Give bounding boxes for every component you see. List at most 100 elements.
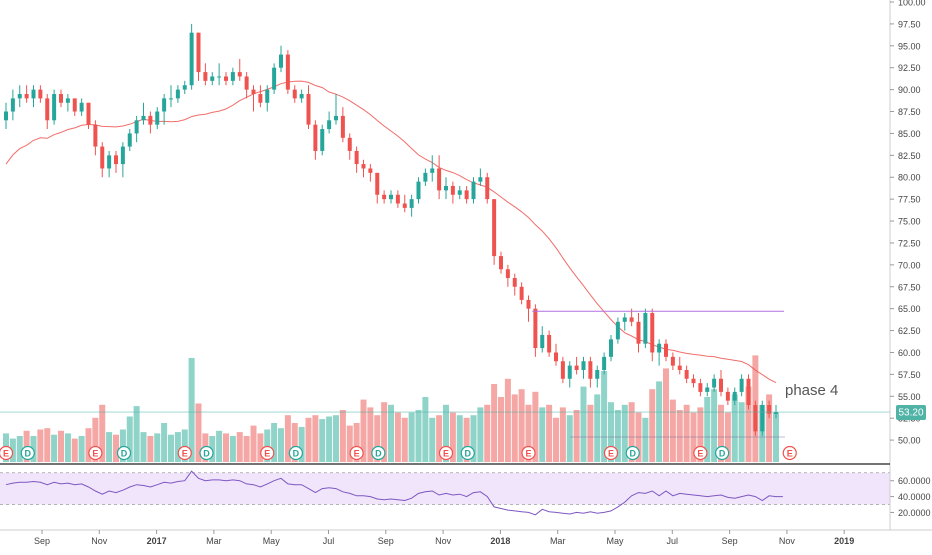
volume-bar bbox=[44, 428, 51, 462]
candle-body bbox=[732, 391, 737, 401]
price-tick-label: 75.00 bbox=[898, 217, 921, 227]
volume-bar bbox=[113, 434, 119, 462]
candle bbox=[471, 177, 476, 204]
earnings-marker[interactable]: E bbox=[349, 445, 364, 461]
earnings-marker-letter: E bbox=[525, 449, 531, 459]
candle-body bbox=[224, 76, 228, 81]
dividend-marker-letter: D bbox=[630, 449, 637, 459]
candle bbox=[279, 45, 283, 73]
earnings-marker-letter: E bbox=[182, 449, 188, 459]
candle-body bbox=[567, 365, 572, 379]
volume-bar bbox=[216, 430, 223, 462]
volume-bar bbox=[92, 417, 99, 462]
volume-bar bbox=[264, 429, 271, 462]
candle-body bbox=[560, 361, 565, 379]
candle-body bbox=[93, 124, 98, 147]
earnings-marker[interactable]: E bbox=[88, 445, 103, 461]
candle bbox=[299, 89, 304, 103]
candle-body bbox=[382, 194, 387, 200]
volume-bar bbox=[614, 410, 621, 462]
candle-body bbox=[189, 32, 194, 86]
dividend-marker-letter: D bbox=[121, 449, 128, 459]
candle-body bbox=[306, 94, 311, 125]
candle-body bbox=[100, 146, 105, 169]
candle-body bbox=[595, 370, 600, 379]
earnings-marker[interactable]: E bbox=[438, 445, 454, 461]
candle-body bbox=[698, 383, 703, 392]
volume-bar bbox=[518, 389, 525, 462]
candle bbox=[79, 98, 84, 116]
volume-bar bbox=[669, 399, 676, 462]
candle bbox=[24, 85, 29, 103]
dividend-marker[interactable]: D bbox=[116, 445, 132, 461]
price-tick-label: 82.50 bbox=[898, 151, 921, 161]
volume-bar bbox=[16, 436, 23, 462]
dividend-marker[interactable]: D bbox=[199, 445, 214, 461]
volume-bar bbox=[436, 415, 443, 462]
volume-bar bbox=[429, 417, 436, 462]
dividend-marker-letter: D bbox=[465, 449, 472, 459]
candle bbox=[485, 172, 490, 204]
candle bbox=[65, 94, 70, 112]
earnings-marker[interactable]: E bbox=[177, 445, 192, 461]
candle-body bbox=[719, 378, 723, 392]
earnings-marker[interactable]: E bbox=[603, 445, 619, 461]
volume-bar bbox=[346, 425, 353, 462]
event-markers[interactable]: E E E E E E E E E ED D D D D D D D bbox=[0, 445, 797, 461]
earnings-marker-ring bbox=[260, 445, 275, 461]
candle bbox=[244, 72, 249, 99]
dividend-marker-letter: D bbox=[293, 449, 300, 459]
volume-bar bbox=[99, 404, 106, 462]
candle bbox=[127, 129, 132, 151]
volume-bar bbox=[37, 429, 44, 462]
candle bbox=[519, 282, 524, 305]
candle bbox=[17, 85, 22, 108]
earnings-marker[interactable]: E bbox=[693, 445, 708, 461]
volume-bar bbox=[511, 394, 518, 462]
rsi-tick-label: 20.0000 bbox=[898, 508, 931, 518]
earnings-marker[interactable]: E bbox=[260, 445, 275, 461]
candle-body bbox=[107, 155, 112, 169]
candle-body bbox=[547, 334, 552, 353]
candle bbox=[560, 356, 565, 384]
price-tick-label: 55.00 bbox=[898, 392, 921, 402]
candle bbox=[547, 330, 552, 357]
candle-body bbox=[45, 98, 50, 121]
volume-bar bbox=[188, 358, 195, 462]
earnings-marker-ring bbox=[177, 445, 192, 461]
candle bbox=[45, 94, 50, 130]
dividend-marker[interactable]: D bbox=[288, 445, 303, 461]
volume-bar bbox=[154, 433, 161, 462]
price-tick-label: 77.50 bbox=[898, 195, 921, 205]
dividend-marker[interactable]: D bbox=[460, 445, 475, 461]
candle bbox=[4, 102, 8, 130]
volume-bar bbox=[243, 436, 250, 462]
dividend-marker[interactable]: D bbox=[715, 445, 730, 461]
candle bbox=[100, 142, 105, 178]
candle-body bbox=[526, 299, 531, 309]
candle-body bbox=[409, 199, 414, 208]
dividend-marker[interactable]: D bbox=[625, 445, 640, 461]
volume-bar bbox=[573, 410, 580, 462]
volume-bar bbox=[85, 428, 92, 462]
candle-body bbox=[574, 365, 579, 370]
volume-bar bbox=[64, 433, 71, 462]
earnings-marker[interactable]: E bbox=[521, 445, 536, 461]
candle bbox=[162, 94, 167, 125]
candle-body bbox=[217, 76, 222, 78]
candle bbox=[691, 374, 696, 388]
volume-bar bbox=[745, 386, 752, 462]
dividend-marker[interactable]: D bbox=[20, 445, 35, 461]
volume-bar bbox=[174, 432, 181, 462]
earnings-marker[interactable]: E bbox=[782, 445, 797, 461]
earnings-marker[interactable]: E bbox=[0, 445, 14, 461]
candle-body bbox=[450, 186, 455, 195]
candle bbox=[478, 168, 483, 186]
candle-body bbox=[361, 164, 366, 169]
candle bbox=[354, 146, 359, 173]
volume-bar bbox=[484, 404, 491, 462]
dividend-marker[interactable]: D bbox=[371, 445, 386, 461]
candle-body bbox=[505, 269, 510, 278]
